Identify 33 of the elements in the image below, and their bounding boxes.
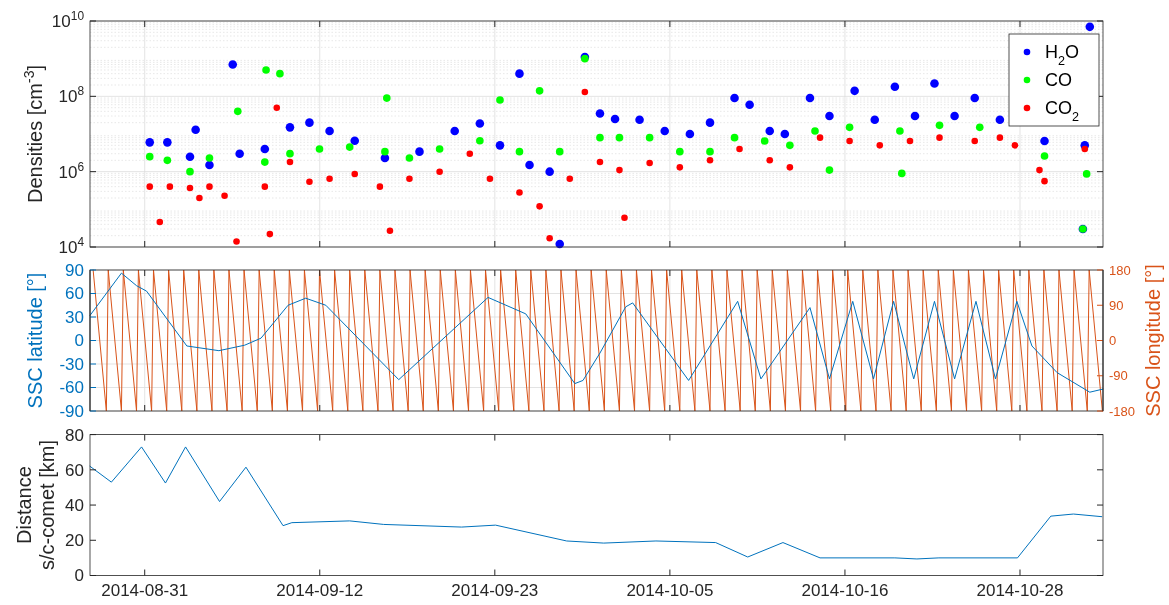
y2-tick-label: 0 — [1109, 333, 1117, 349]
y-tick-label: 10$^{4}$ — [58, 234, 85, 257]
y-tick-label: 90 — [65, 260, 84, 280]
y-tick-label: 60 — [65, 284, 84, 304]
legend-label: H$_{2}$O — [1045, 42, 1080, 69]
y2-axis-title: SSC longitude [°] — [1142, 264, 1164, 417]
x-tick-label: 2014-10-05 — [626, 580, 714, 600]
y-tick-label: 80 — [65, 425, 84, 445]
y2-tick-label: -90 — [1109, 368, 1128, 384]
y-tick-label: 60 — [65, 460, 84, 480]
y-tick-label: 10$^{10}$ — [51, 8, 85, 31]
y2-tick-label: 90 — [1109, 297, 1124, 313]
y2-tick-label: 180 — [1109, 262, 1131, 278]
y-tick-label: 0 — [74, 331, 84, 351]
x-tick-label: 2014-10-28 — [976, 580, 1064, 600]
x-tick-label: 2014-08-31 — [101, 580, 189, 600]
y-tick-label: -60 — [59, 378, 84, 398]
y-axis-title: Distance s/c-comet [km] — [12, 440, 58, 571]
y-tick-label: 10$^{8}$ — [58, 84, 85, 107]
y-tick-label: 10$^{6}$ — [58, 159, 85, 182]
y-tick-label: 40 — [65, 496, 84, 515]
x-tick-label: 2014-09-12 — [276, 580, 364, 600]
legend-label: CO — [1045, 70, 1072, 91]
y-tick-label: 0 — [74, 566, 84, 586]
y-axis-title: SSC latitude [°] — [24, 272, 46, 409]
y2-tick-label: -180 — [1109, 403, 1136, 419]
y-tick-label: -90 — [59, 401, 84, 421]
y-tick-label: 30 — [65, 307, 84, 327]
y-tick-label: 20 — [65, 531, 84, 551]
x-tick-label: 2014-10-16 — [801, 580, 889, 600]
x-tick-label: 2014-09-23 — [451, 580, 539, 600]
legend-label: CO$_{2}$ — [1045, 98, 1080, 125]
y-tick-label: -30 — [59, 354, 84, 374]
